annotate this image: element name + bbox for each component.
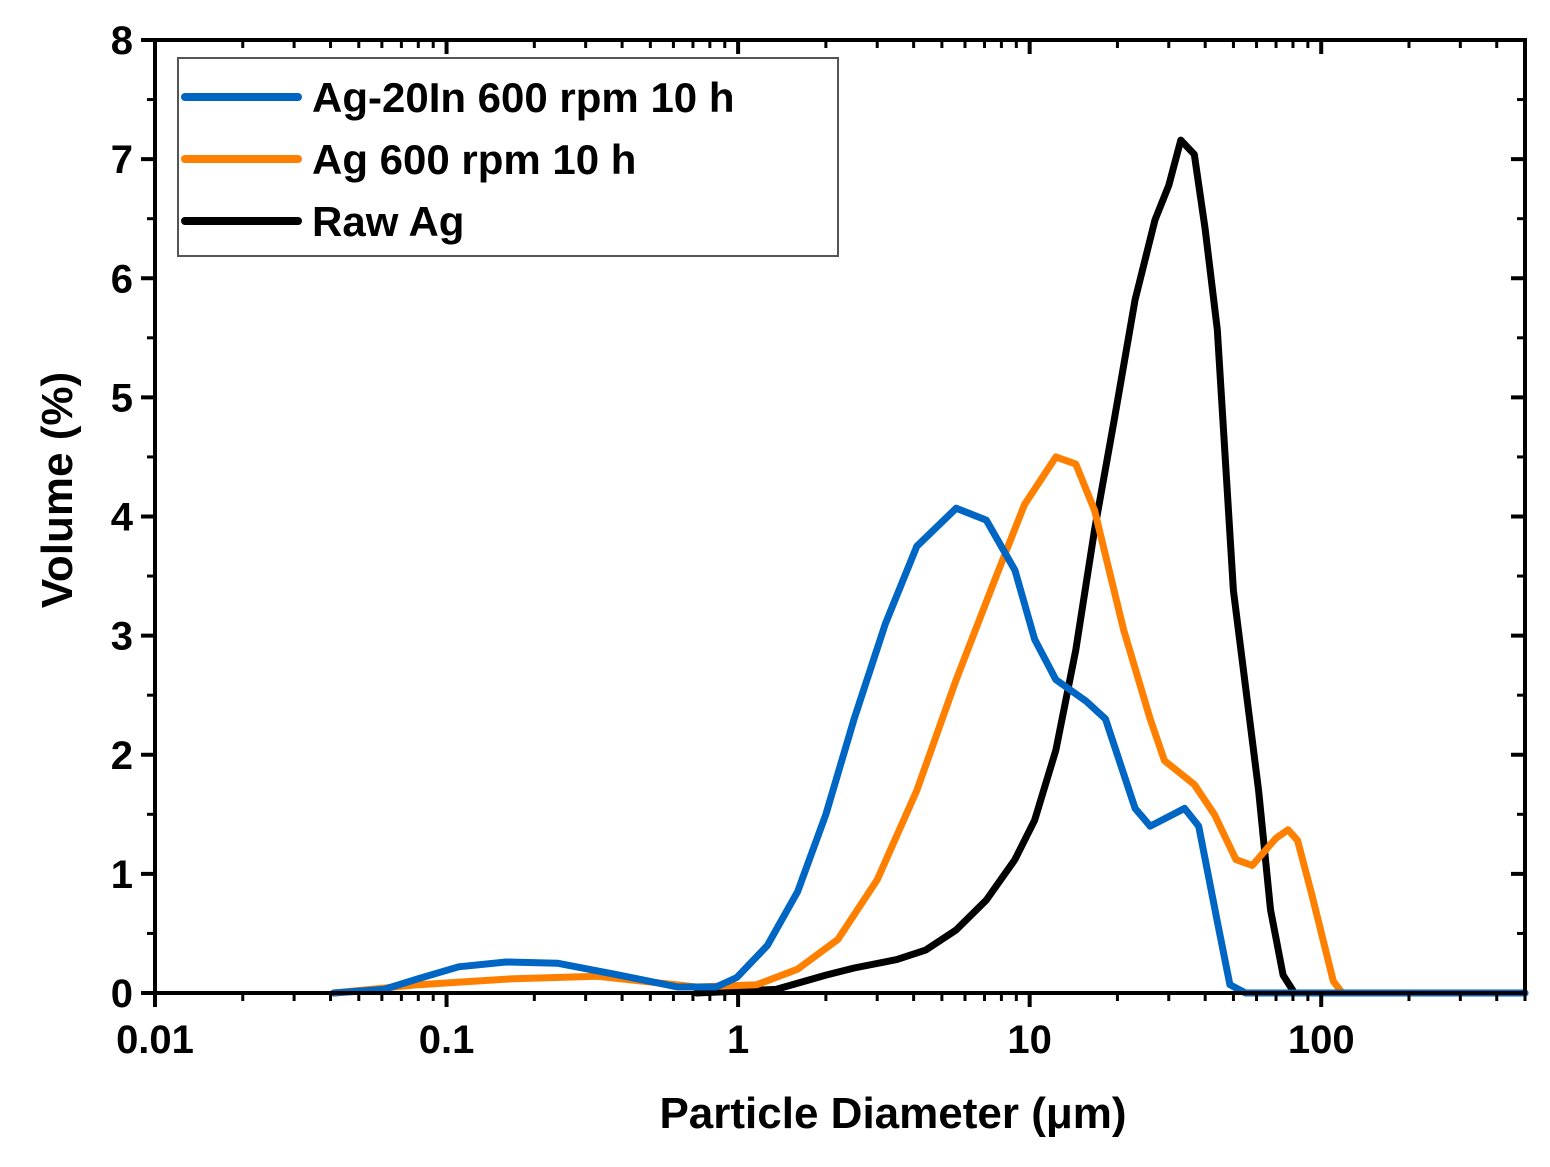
axes: 0.01 0.1 1 10 100 0 1 2 3 4 5 6 7 8 (111, 19, 1527, 1062)
x-tick-label: 10 (1007, 1018, 1052, 1062)
legend-label: Raw Ag (312, 198, 464, 245)
x-tick-label: 1 (727, 1018, 749, 1062)
x-tick-label: 100 (1288, 1018, 1355, 1062)
y-tick-label: 6 (111, 257, 133, 301)
y-tick-label: 0 (111, 972, 133, 1016)
y-axis-label: Volume (%) (33, 372, 82, 608)
x-tick-label: 0.01 (116, 1018, 194, 1062)
y-tick-label: 1 (111, 853, 133, 897)
y-tick-label: 7 (111, 138, 133, 182)
legend: Ag-20In 600 rpm 10 h Ag 600 rpm 10 h Raw A… (177, 57, 839, 257)
y-tick-label: 2 (111, 734, 133, 778)
series-line-2 (693, 136, 1298, 997)
y-tick-label: 8 (111, 19, 133, 63)
x-tick-label: 0.1 (419, 1018, 475, 1062)
x-axis-label: Particle Diameter (μm) (659, 1089, 1126, 1138)
series-line-1 (330, 453, 1529, 997)
series-lines (330, 136, 1529, 997)
y-tick-label: 5 (111, 376, 133, 420)
legend-label: Ag 600 rpm 10 h (312, 136, 636, 183)
y-tick-label: 3 (111, 615, 133, 659)
series-line-0 (330, 504, 1529, 997)
legend-label: Ag-20In 600 rpm 10 h (312, 74, 734, 121)
y-tick-label: 4 (111, 496, 134, 540)
